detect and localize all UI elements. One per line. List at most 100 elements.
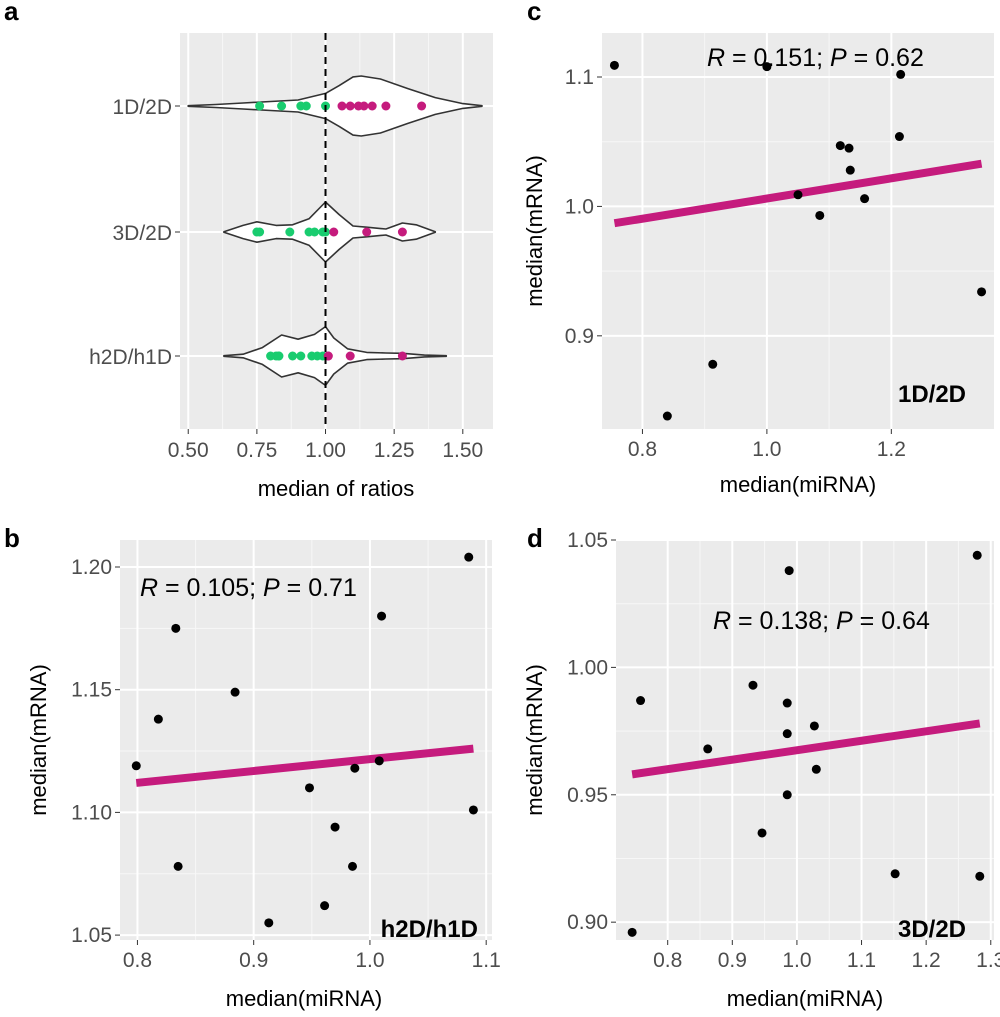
- x-axis-title: median(miRNA): [720, 472, 876, 497]
- data-point: [894, 132, 904, 142]
- axis-ticks: 0.8 0.9 1.0 1.1 1.05 1.10 1.15 1.20: [71, 556, 501, 972]
- x-tick-label: 1.0: [355, 949, 384, 972]
- x-tick-label: 0.50: [168, 439, 209, 462]
- data-point: [464, 552, 474, 562]
- data-point: [896, 69, 906, 79]
- correlation-stat: R = 0.105; P = 0.71: [140, 574, 357, 602]
- y-tick-label: 1.05: [567, 529, 608, 552]
- data-point: [860, 194, 870, 204]
- data-point: [636, 696, 646, 706]
- r-value: = 0.105;: [158, 574, 263, 602]
- p-value: = 0.64: [853, 607, 930, 635]
- comparison-label: h2D/h1D: [381, 916, 478, 943]
- ratio-point: [337, 101, 347, 111]
- violin-panel: 0.50 0.75 1.00 1.25 1.50 1D/2D 3D/2D h2D/h1D me…: [89, 33, 493, 501]
- ratio-point: [381, 101, 391, 111]
- points: [627, 550, 985, 937]
- x-tick-label: 1.1: [472, 949, 501, 972]
- data-point: [348, 861, 357, 871]
- y-tick-label: 1.0: [565, 195, 594, 218]
- points: [252, 33, 427, 429]
- p-value: = 0.71: [280, 574, 357, 602]
- grid: [602, 33, 994, 429]
- data-point: [264, 918, 274, 928]
- y-tick-label: 1.10: [71, 801, 112, 824]
- correlation-stat: R = 0.138; P = 0.64: [713, 607, 930, 635]
- x-tick-label: 1.2: [912, 949, 941, 972]
- scatter-panel-d: 0.8 0.9 1.0 1.1 1.2 1.3 0.90 0.95 1.00 1.05 R = 0…: [522, 529, 1000, 1011]
- x-tick-label: 1.0: [782, 949, 811, 972]
- data-point: [815, 210, 825, 220]
- violin-shape: [187, 75, 483, 137]
- panel-letter-d: d: [527, 523, 543, 553]
- p-symbol: P: [830, 44, 847, 72]
- data-point: [890, 869, 900, 879]
- x-axis-title: median(miRNA): [226, 986, 382, 1011]
- data-point: [468, 805, 478, 815]
- data-point: [377, 611, 387, 621]
- regression-line: [135, 744, 474, 787]
- data-point: [304, 783, 314, 793]
- y-tick-label: 0.90: [567, 911, 608, 934]
- ratio-point: [397, 227, 407, 237]
- y-tick-label: 1.20: [71, 556, 112, 579]
- y-tick-label: 0.95: [567, 784, 608, 807]
- y-tick-label: 1.00: [567, 656, 608, 679]
- y-axis-title: median(mRNA): [522, 664, 547, 816]
- panel-letter-b: b: [4, 523, 20, 553]
- p-symbol: P: [836, 607, 853, 635]
- data-point: [374, 756, 384, 766]
- correlation-stat: R = 0.151; P = 0.62: [707, 44, 924, 72]
- ratio-point: [310, 227, 320, 237]
- violins: [187, 75, 483, 387]
- x-tick-label: 1.25: [374, 439, 415, 462]
- ratio-point: [255, 101, 265, 111]
- y-tick-label: 1.15: [71, 679, 112, 702]
- ratio-point: [359, 101, 369, 111]
- data-point: [782, 790, 792, 800]
- ratio-point: [345, 101, 355, 111]
- data-point: [845, 165, 855, 175]
- x-tick-label: 0.9: [239, 949, 268, 972]
- comparison-label: 1D/2D: [898, 381, 966, 408]
- data-point: [809, 721, 819, 731]
- data-point: [173, 861, 183, 871]
- ratio-point: [362, 227, 372, 237]
- x-tick-label: 0.75: [236, 439, 277, 462]
- x-tick-label: 0.8: [653, 949, 682, 972]
- fit-line: [135, 744, 474, 787]
- plot-background: [616, 540, 994, 940]
- data-point: [153, 714, 163, 724]
- data-point: [330, 822, 340, 832]
- axis-ticks: 0.8 0.9 1.0 1.1 1.2 1.3 0.90 0.95 1.00 1.05: [567, 529, 1000, 972]
- x-tick-label: 0.8: [628, 438, 657, 461]
- x-tick-label: 1.1: [847, 949, 876, 972]
- ratio-point: [285, 227, 295, 237]
- x-tick-label: 1.00: [305, 439, 346, 462]
- p-value: = 0.62: [847, 44, 924, 72]
- data-point: [609, 60, 619, 70]
- violin-shape: [223, 325, 448, 387]
- data-point: [757, 828, 767, 838]
- y-tick-label: 1.05: [71, 924, 112, 947]
- data-point: [793, 190, 803, 200]
- data-point: [350, 763, 360, 773]
- data-point: [131, 761, 141, 771]
- ratio-point: [255, 227, 265, 237]
- ratio-point: [274, 351, 284, 361]
- y-category-label: 3D/2D: [112, 222, 172, 245]
- ratio-point: [417, 101, 427, 111]
- panel-letter-a: a: [4, 0, 19, 26]
- y-category-label: 1D/2D: [112, 96, 172, 119]
- data-point: [762, 62, 772, 72]
- r-value: = 0.138;: [731, 607, 836, 635]
- data-point: [784, 566, 794, 576]
- grid: [120, 540, 492, 940]
- data-point: [230, 687, 240, 697]
- scatter-panel-b: 0.8 0.9 1.0 1.1 1.05 1.10 1.15 1.20 R = 0.105; …: [26, 540, 501, 1011]
- ratio-point: [367, 101, 377, 111]
- y-tick-label: 1.1: [565, 66, 594, 89]
- x-tick-label: 0.8: [123, 949, 152, 972]
- x-tick-label: 1.50: [442, 439, 483, 462]
- x-tick-label: 1.2: [877, 438, 906, 461]
